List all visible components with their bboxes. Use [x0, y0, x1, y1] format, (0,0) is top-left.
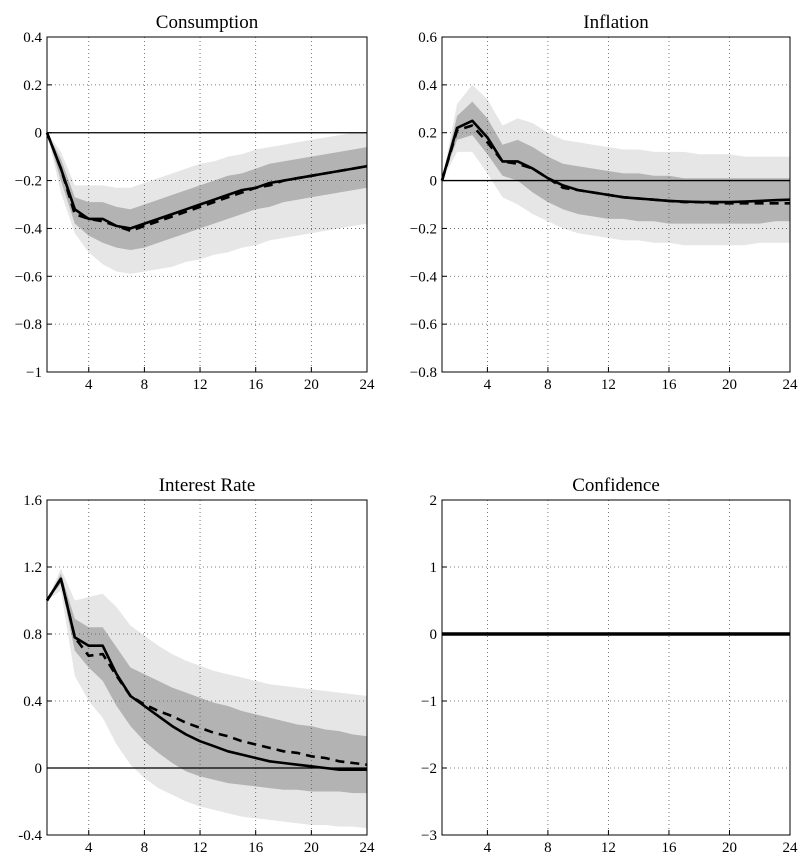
inflation-title: Inflation	[583, 12, 649, 33]
confidence-xtick-label: 8	[544, 840, 552, 856]
inflation-axes-frame	[441, 36, 791, 373]
consumption-ytick-label: −0.2	[15, 174, 42, 190]
consumption-xtick-label: 24	[360, 377, 376, 393]
inflation-ytick-label: −0.2	[410, 221, 437, 237]
inflation-series-dashed	[440, 124, 790, 205]
inflation-ytick-label: 0.2	[418, 126, 437, 142]
interest-rate-ytick-label: -0.4	[18, 828, 42, 844]
inflation-xtick-label: 8	[544, 377, 552, 393]
inflation-xtick-label: 24	[783, 377, 799, 393]
consumption-xtick-label: 20	[304, 377, 319, 393]
consumption-panel: 4 8 12 16 20 24 0.4 0.2 0 −0.2 −0.4 −0.6 −0.8 −1 Consu…	[15, 12, 375, 393]
consumption-ytick-label: 0.2	[23, 78, 42, 94]
confidence-ytick-label: −2	[421, 761, 437, 777]
confidence-xtick-label: 12	[601, 840, 616, 856]
inflation-xtick-label: 16	[661, 377, 677, 393]
confidence-xtick-label: 20	[722, 840, 737, 856]
interest-rate-band-inner	[47, 573, 367, 794]
inflation-xtick-label: 20	[722, 377, 737, 393]
confidence-panel: 4 8 12 16 20 24 2 1 0 −1 −2 −3 Confidence	[421, 475, 798, 856]
consumption-ytick-label: −0.8	[15, 317, 42, 333]
interest-rate-xtick-label: 12	[193, 840, 208, 856]
consumption-xtick-label: 8	[141, 377, 149, 393]
interest-rate-ytick-label: 1.6	[23, 493, 42, 509]
consumption-xtick-label: 12	[193, 377, 208, 393]
interest-rate-ytick-label: 1.2	[23, 560, 42, 576]
interest-rate-panel: 4 8 12 16 20 24 1.6 1.2 0.8 0.4 0 -0.4 Interest Rate	[18, 475, 375, 856]
consumption-axes-frame	[46, 36, 368, 373]
inflation-band-inner	[442, 101, 790, 224]
inflation-ytick-label: −0.8	[410, 365, 437, 381]
interest-rate-xtick-label: 4	[85, 840, 93, 856]
interest-rate-ytick-label: 0.4	[23, 694, 42, 710]
confidence-ytick-label: 1	[430, 560, 438, 576]
interest-rate-title: Interest Rate	[159, 475, 256, 496]
consumption-ytick-label: −1	[26, 365, 42, 381]
confidence-ytick-label: −1	[421, 694, 437, 710]
inflation-ytick-label: −0.6	[410, 317, 438, 333]
inflation-ytick-label: 0.4	[418, 78, 437, 94]
interest-rate-xtick-label: 20	[304, 840, 319, 856]
confidence-axes-frame	[441, 499, 791, 836]
confidence-ytick-label: −3	[421, 828, 437, 844]
interest-rate-ytick-label: 0	[35, 761, 43, 777]
inflation-xtick-label: 4	[484, 377, 492, 393]
interest-rate-series-dashed	[45, 577, 368, 766]
inflation-ytick-label: 0	[430, 174, 438, 190]
inflation-ytick-label: −0.4	[410, 269, 438, 285]
consumption-band-inner	[47, 132, 367, 250]
consumption-title: Consumption	[156, 12, 259, 33]
confidence-ytick-label: 0	[430, 627, 438, 643]
consumption-series-dashed	[45, 132, 368, 233]
consumption-ytick-label: 0	[35, 126, 43, 142]
confidence-xtick-label: 4	[484, 840, 492, 856]
confidence-xtick-label: 16	[661, 840, 677, 856]
consumption-xtick-label: 4	[85, 377, 93, 393]
interest-rate-xtick-label: 8	[141, 840, 149, 856]
consumption-ytick-label: 0.4	[23, 30, 42, 46]
interest-rate-axes-frame	[46, 499, 368, 836]
consumption-ytick-label: −0.6	[15, 269, 43, 285]
interest-rate-xtick-label: 16	[248, 840, 264, 856]
confidence-xtick-label: 24	[783, 840, 799, 856]
inflation-panel: 4 8 12 16 20 24 0.6 0.4 0.2 0 −0.2 −0.4 −0.6 −0.8 Infl…	[410, 12, 798, 393]
inflation-xtick-label: 12	[601, 377, 616, 393]
confidence-title: Confidence	[572, 475, 660, 496]
interest-rate-xtick-label: 24	[360, 840, 376, 856]
confidence-ytick-label: 2	[430, 493, 438, 509]
consumption-xtick-label: 16	[248, 377, 264, 393]
consumption-ytick-label: −0.4	[15, 221, 43, 237]
interest-rate-series-solid	[45, 577, 367, 772]
inflation-ytick-label: 0.6	[418, 30, 437, 46]
interest-rate-ytick-label: 0.8	[23, 627, 42, 643]
